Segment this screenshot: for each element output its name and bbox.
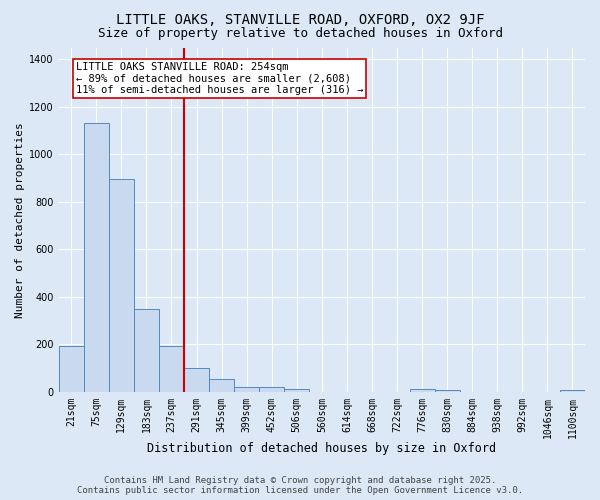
Bar	[209, 379, 234, 392]
Text: Contains HM Land Registry data © Crown copyright and database right 2025.
Contai: Contains HM Land Registry data © Crown c…	[77, 476, 523, 495]
Bar	[234, 387, 259, 392]
Bar	[159, 346, 184, 392]
Bar	[434, 390, 460, 392]
Text: LITTLE OAKS, STANVILLE ROAD, OXFORD, OX2 9JF: LITTLE OAKS, STANVILLE ROAD, OXFORD, OX2…	[116, 12, 484, 26]
Bar	[259, 387, 284, 392]
Text: Size of property relative to detached houses in Oxford: Size of property relative to detached ho…	[97, 28, 503, 40]
Text: LITTLE OAKS STANVILLE ROAD: 254sqm
← 89% of detached houses are smaller (2,608)
: LITTLE OAKS STANVILLE ROAD: 254sqm ← 89%…	[76, 62, 363, 95]
Y-axis label: Number of detached properties: Number of detached properties	[15, 122, 25, 318]
Bar	[560, 390, 585, 392]
Bar	[84, 124, 109, 392]
Bar	[410, 389, 434, 392]
Bar	[284, 389, 309, 392]
Bar	[109, 180, 134, 392]
X-axis label: Distribution of detached houses by size in Oxford: Distribution of detached houses by size …	[147, 442, 496, 455]
Bar	[184, 368, 209, 392]
Bar	[59, 346, 84, 392]
Bar	[134, 308, 159, 392]
